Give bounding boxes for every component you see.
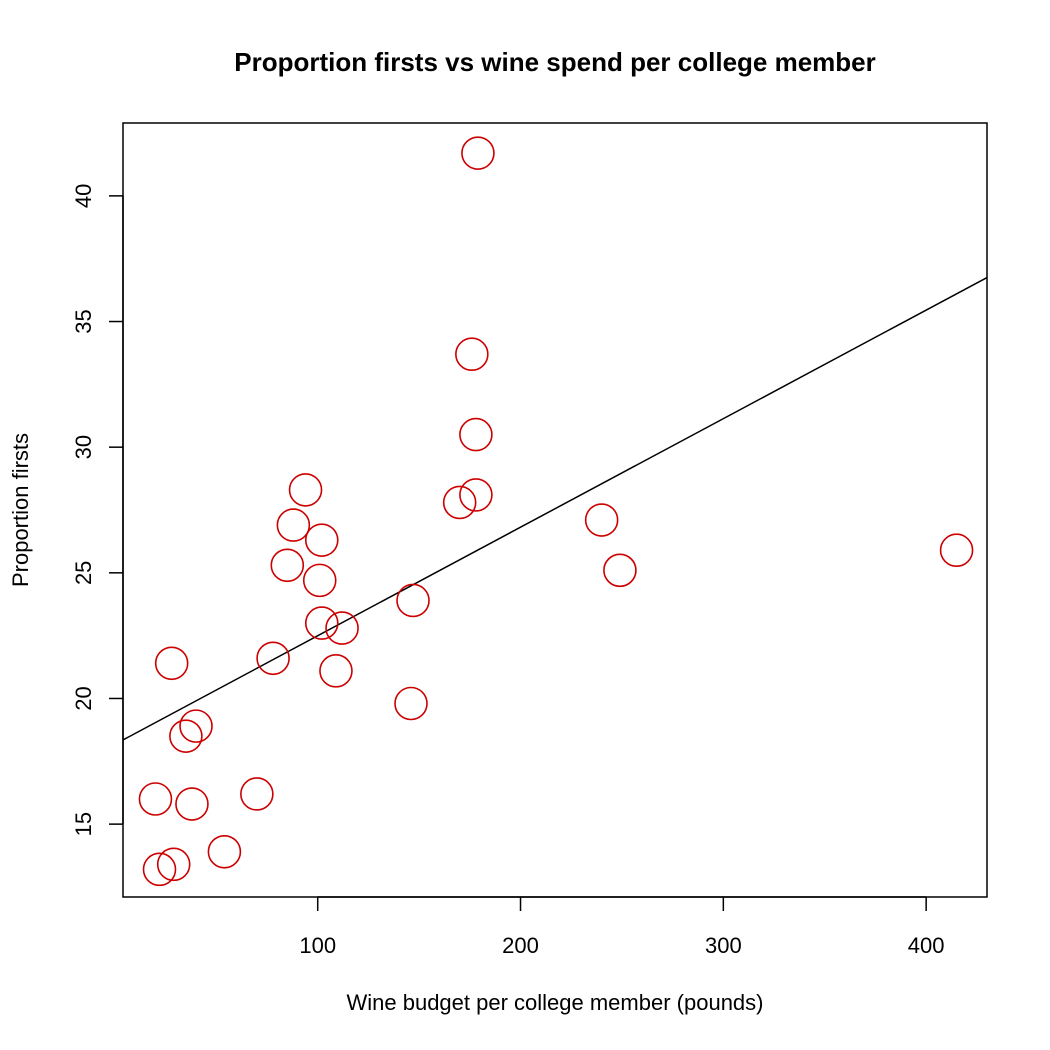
y-axis: 15 20 25 30 35 40 — [71, 184, 124, 836]
data-point — [240, 777, 274, 811]
data-point — [461, 136, 495, 170]
data-point — [939, 533, 974, 568]
data-point — [207, 834, 242, 869]
data-point — [270, 548, 305, 583]
plot-area-border — [122, 122, 988, 898]
data-point — [142, 852, 177, 887]
y-tick-label: 40 — [71, 184, 96, 208]
data-points — [138, 136, 974, 887]
data-point — [304, 606, 339, 640]
data-point — [396, 583, 430, 618]
chart-title: Proportion firsts vs wine spend per coll… — [234, 47, 876, 77]
data-point — [302, 563, 337, 598]
data-point — [288, 473, 323, 507]
data-point — [179, 709, 213, 743]
data-point — [584, 503, 619, 537]
y-axis-label: Proportion firsts — [8, 433, 33, 587]
x-tick-label: 300 — [705, 933, 742, 958]
data-point — [455, 337, 489, 371]
data-point — [394, 686, 428, 721]
data-point — [154, 646, 189, 681]
x-tick-label: 100 — [299, 933, 336, 958]
data-point — [256, 641, 290, 676]
data-point — [459, 417, 493, 452]
data-point — [276, 508, 311, 542]
x-tick-label: 400 — [908, 933, 945, 958]
data-point — [175, 787, 209, 821]
y-tick-label: 25 — [71, 561, 96, 585]
data-point — [169, 719, 203, 753]
y-tick-label: 35 — [71, 309, 96, 333]
regression-line-group — [122, 276, 988, 741]
y-tick-label: 20 — [71, 686, 96, 710]
x-axis-label: Wine budget per college member (pounds) — [346, 990, 763, 1015]
data-point — [603, 553, 637, 588]
data-point — [459, 478, 493, 512]
data-point — [442, 485, 477, 520]
data-point — [138, 782, 173, 816]
y-tick-label: 30 — [71, 435, 96, 459]
data-point — [304, 523, 339, 557]
y-tick-label: 15 — [71, 812, 96, 836]
x-axis: 100 200 300 400 — [299, 896, 945, 958]
x-tick-label: 200 — [502, 933, 539, 958]
data-point — [319, 654, 353, 688]
data-point — [325, 611, 359, 645]
regression-line — [122, 276, 988, 741]
data-point — [156, 847, 191, 882]
